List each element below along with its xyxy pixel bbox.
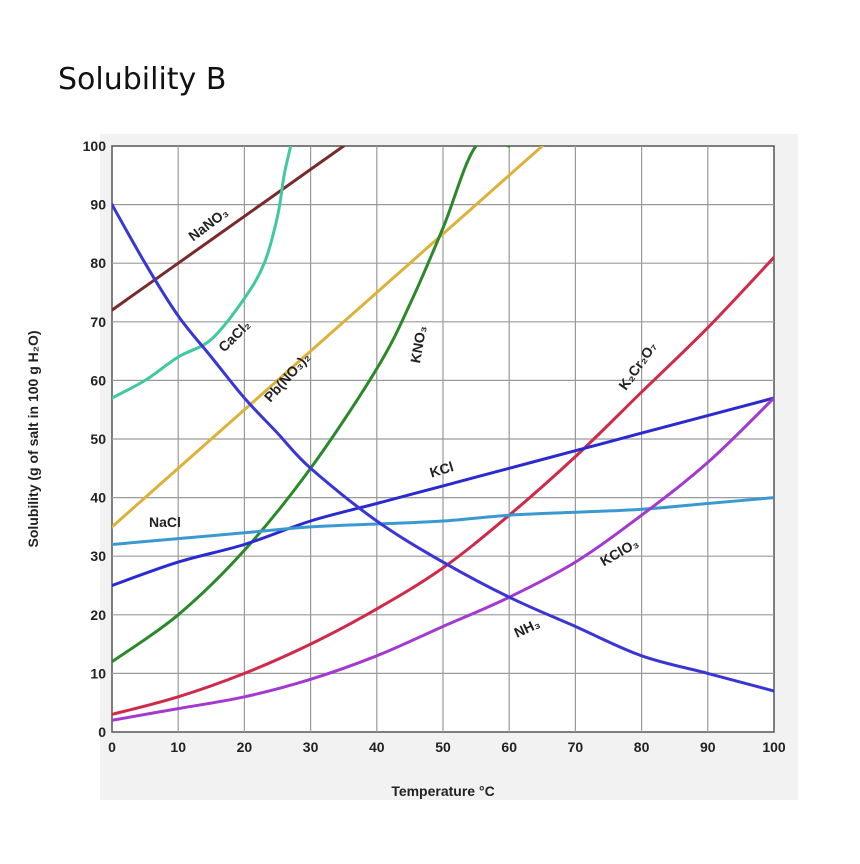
y-axis-label: Solubility (g of salt in 100 g H₂O) — [25, 330, 41, 547]
series-line — [112, 255, 774, 716]
x-tick-label: 40 — [369, 739, 385, 755]
x-tick-label: 70 — [568, 739, 584, 755]
series-line — [112, 396, 774, 722]
x-tick-labels: 0 10 20 30 40 50 60 70 80 90 100 — [108, 739, 786, 755]
y-tick-label: 0 — [98, 724, 106, 740]
x-tick-label: 50 — [435, 739, 451, 755]
series-line — [112, 396, 774, 587]
series-line — [112, 146, 511, 664]
y-tick-label: 70 — [90, 314, 106, 330]
grid — [112, 146, 774, 732]
x-tick-label: 60 — [501, 739, 517, 755]
page-title: Solubility B — [58, 62, 227, 97]
y-tick-label: 90 — [90, 197, 106, 213]
y-tick-label: 50 — [90, 431, 106, 447]
x-tick-label: 20 — [237, 739, 253, 755]
y-tick-label: 100 — [83, 138, 107, 154]
x-tick-label: 80 — [634, 739, 650, 755]
series-line — [112, 146, 293, 400]
x-tick-label: 30 — [303, 739, 319, 755]
y-tick-labels: 0 10 20 30 40 50 60 70 80 90 100 — [83, 138, 107, 740]
series-line — [112, 496, 774, 546]
series-label: KNO₃ — [407, 324, 429, 364]
series-label: NaCl — [149, 514, 181, 530]
x-axis-label: Temperature °C — [391, 783, 494, 799]
y-tick-label: 30 — [90, 548, 106, 564]
series-line — [112, 146, 544, 529]
y-tick-label: 10 — [90, 665, 106, 681]
y-tick-label: 40 — [90, 490, 106, 506]
x-tick-label: 100 — [762, 739, 786, 755]
y-tick-label: 60 — [90, 372, 106, 388]
y-tick-label: 80 — [90, 255, 106, 271]
series-label: KCl — [428, 458, 456, 480]
x-tick-label: 90 — [700, 739, 716, 755]
series-line — [112, 203, 774, 693]
series-line — [112, 146, 346, 312]
y-tick-label: 20 — [90, 607, 106, 623]
series-group — [112, 146, 774, 722]
x-tick-label: 10 — [170, 739, 186, 755]
x-tick-label: 0 — [108, 739, 116, 755]
